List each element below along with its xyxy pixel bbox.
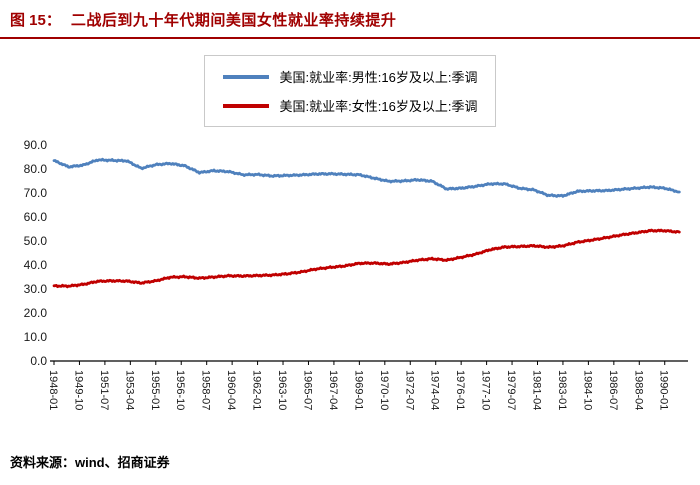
y-axis-tick-label: 80.0 [24,162,48,176]
x-axis-tick-label: 1988-04 [632,370,644,410]
figure-title: 二战后到九十年代期间美国女性就业率持续提升 [70,12,397,29]
chart-legend: 美国:就业率:男性:16岁及以上:季调 美国:就业率:女性:16岁及以上:季调 [203,55,497,127]
y-axis-tick-label: 60.0 [24,210,48,224]
x-axis-tick-label: 1986-07 [607,370,619,410]
source-label: 资料来源： [10,455,76,470]
line-chart: 0.0 10.0 20.0 30.0 40.0 50.0 60.0 70.0 80.0 90.0 1… [0,135,700,438]
x-axis-tick-label: 1984-10 [581,370,593,410]
x-axis-tick-label: 1953-04 [123,370,135,410]
x-axis-tick-label: 1967-04 [327,370,339,410]
y-axis-tick-label: 70.0 [24,186,48,200]
x-axis-tick-label: 1977-10 [480,370,492,410]
legend-label-female: 美国:就业率:女性:16岁及以上:季调 [279,99,478,114]
x-axis-tick-label: 1958-07 [200,370,212,410]
x-axis-tick-label: 1970-10 [378,370,390,410]
source-value: wind、招商证券 [75,455,170,470]
y-axis-tick-label: 50.0 [24,234,48,248]
x-axis-tick-label: 1976-01 [454,370,466,410]
female-series-swatch [222,103,269,108]
male-employment-line [52,157,681,198]
x-axis-tick-label: 1948-01 [47,370,59,410]
y-axis-tick-label: 40.0 [24,258,48,272]
female-employment-line [52,228,681,289]
y-axis-tick-label: 10.0 [24,330,48,344]
y-axis-tick-label: 30.0 [24,282,48,296]
x-axis-tick-label: 1974-04 [429,370,441,410]
x-axis-tick-label: 1983-01 [556,370,568,410]
legend-item-female: 美国:就业率:女性:16岁及以上:季调 [222,96,478,115]
x-axis-tick-label: 1956-10 [174,370,186,410]
x-axis-tick-label: 1972-07 [403,370,415,410]
male-series-swatch [222,74,269,79]
y-axis-tick-label: 0.0 [30,354,47,368]
x-axis-tick-label: 1981-04 [530,370,542,410]
figure-header: 图 15： 二战后到九十年代期间美国女性就业率持续提升 [0,0,700,39]
x-axis-tick-label: 1979-07 [505,370,517,410]
y-axis-tick-label: 20.0 [24,306,48,320]
x-axis-tick-label: 1963-10 [276,370,288,410]
source-note: 资料来源：wind、招商证券 [0,444,700,485]
x-axis-tick-label: 1990-01 [658,370,670,410]
x-axis-tick-label: 1962-01 [251,370,263,410]
x-axis-tick-label: 1965-07 [301,370,313,410]
y-axis-tick-label: 90.0 [24,138,48,152]
x-axis-tick-label: 1955-01 [149,370,161,410]
legend-label-male: 美国:就业率:男性:16岁及以上:季调 [279,70,478,85]
x-axis-tick-label: 1951-07 [98,370,110,410]
x-axis-tick-label: 1960-04 [225,370,237,410]
employment-rate-chart-canvas: 0.0 10.0 20.0 30.0 40.0 50.0 60.0 70.0 80.0 90.0 1… [24,138,688,410]
x-axis-tick-label: 1969-01 [352,370,364,410]
figure-number: 图 15： [10,12,61,29]
x-axis-tick-label: 1949-10 [72,370,84,410]
legend-item-male: 美国:就业率:男性:16岁及以上:季调 [222,67,478,86]
